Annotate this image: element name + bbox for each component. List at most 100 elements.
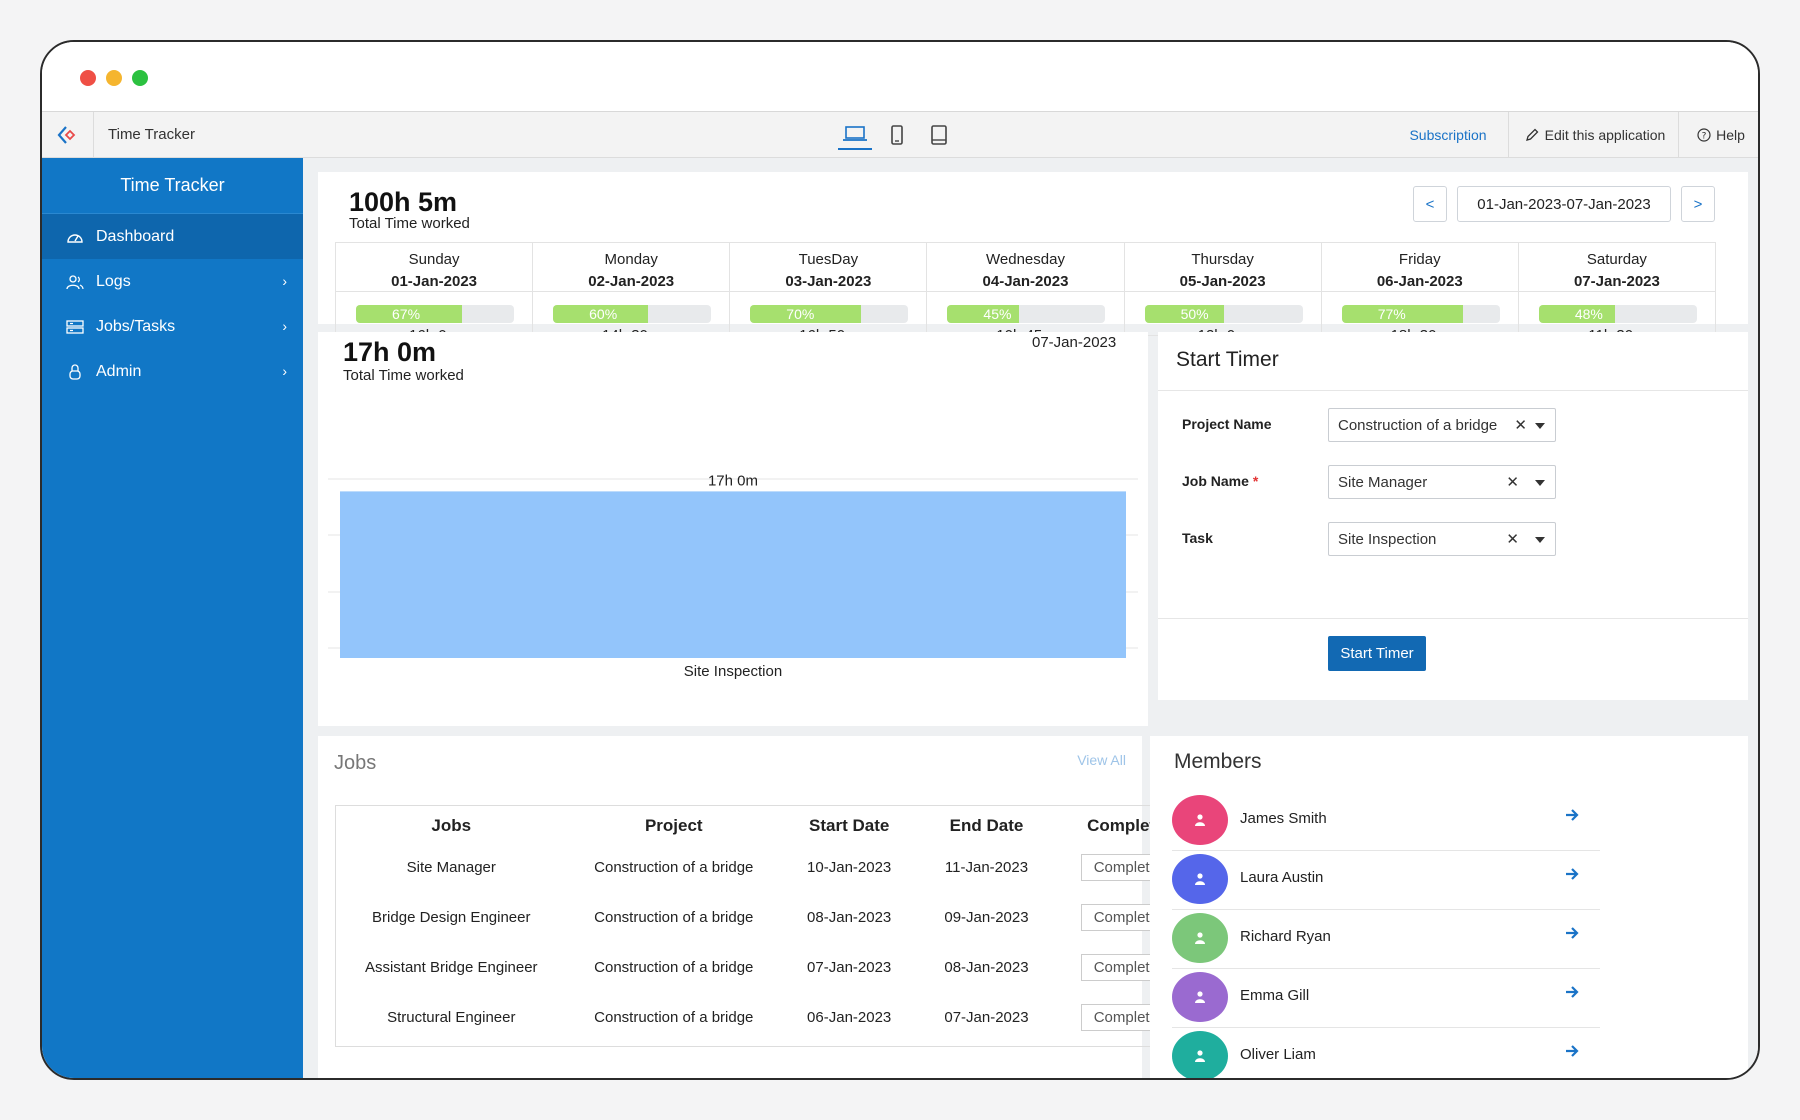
day-column: Thursday 05-Jan-2023 50% 12h 0m [1123,242,1321,336]
day-progress-fill: 60% [553,305,648,323]
column-header: Jobs [431,816,472,835]
day-name: Saturday [1586,251,1647,268]
start-timer-button[interactable]: Start Timer [1328,636,1426,671]
day-name: Friday [1398,251,1441,268]
jobs-icon [66,319,84,334]
arrow-right-icon[interactable] [1564,866,1580,882]
arrow-right-icon[interactable] [1564,1043,1580,1059]
main-content: 100h 5m Total Time worked < 01-Jan-2023-… [303,158,1758,1078]
start-date-cell: 08-Jan-2023 [807,908,892,926]
sidebar-item-admin[interactable]: Admin › [42,349,303,394]
mobile-view-button[interactable] [922,120,956,150]
member-name: Richard Ryan [1240,928,1331,945]
member-row[interactable]: Laura Austin [1172,851,1600,910]
lock-icon [69,363,81,380]
chevron-right-icon: › [282,273,287,289]
table-row: Site Manager Construction of a bridge 10… [336,842,1196,892]
window-titlebar [42,42,1758,112]
date-range-picker[interactable]: 01-Jan-2023-07-Jan-2023 [1457,186,1671,222]
task-select[interactable]: Site Inspection ✕ [1328,522,1556,556]
start-timer-title: Start Timer [1176,348,1279,371]
weekly-total-time: 100h 5m [349,187,458,217]
chart-bars: 17h 0m Site Inspection [340,472,1126,680]
edit-application-label: Edit this application [1544,127,1666,143]
day-progress-bar: 60% [553,305,712,323]
day-name: TuesDay [798,251,859,268]
previous-week-button[interactable]: < [1413,186,1447,222]
project-name-select[interactable]: Construction of a bridge ✕ [1328,408,1556,442]
member-row[interactable]: Oliver Liam [1172,1028,1600,1078]
view-all-link[interactable]: View All [1077,752,1126,768]
minimize-window-button[interactable] [106,70,122,86]
member-row[interactable]: Richard Ryan [1172,910,1600,969]
column-header: Complete [1087,816,1165,835]
close-window-button[interactable] [80,70,96,86]
start-date-cell: 06-Jan-2023 [807,1008,892,1026]
chart-bar[interactable] [340,491,1126,658]
edit-application-button[interactable]: Edit this application [1518,112,1672,158]
chevron-down-icon[interactable] [1535,480,1545,486]
dashboard-icon [67,233,83,243]
clear-icon[interactable]: ✕ [1506,531,1519,548]
day-hours: 18h 30m [1322,327,1518,335]
day-progress-fill: 67% [356,305,462,323]
week-days-row: Sunday 01-Jan-2023 67% 16h 0m Monday 02-… [335,242,1716,336]
laptop-icon [843,126,867,141]
topbar-divider [1508,112,1509,158]
day-column: Wednesday 04-Jan-2023 45% 10h 45m [926,242,1124,336]
topbar-divider [1678,112,1679,158]
job-name-label-text: Job Name [1182,473,1249,489]
day-date: 05-Jan-2023 [1179,273,1266,290]
maximize-window-button[interactable] [132,70,148,86]
card-footer [1158,700,1748,726]
svg-text:?: ? [1702,132,1707,142]
next-week-button[interactable]: > [1681,186,1715,222]
app-topbar: Time Tracker Subscription Edit this appl… [42,112,1758,158]
chevron-right-icon: › [282,318,287,334]
chart-category-label: Site Inspection [684,663,782,680]
divider [1158,390,1748,391]
help-button[interactable]: ? Help [1692,112,1750,158]
sidebar-item-dashboard[interactable]: Dashboard [42,214,303,259]
jobs-table-wrapper: Jobs Project Start Date End Date Complet… [335,805,1197,1047]
daily-chart-card: 17h 0m Total Time worked 07-Jan-2023 17h… [318,332,1148,726]
app-logo[interactable] [42,112,94,158]
task-label: Task [1182,530,1213,546]
desktop-view-button[interactable] [838,120,872,150]
clear-icon[interactable]: ✕ [1506,474,1519,491]
member-row[interactable]: James Smith [1172,792,1600,851]
date-range-value: 01-Jan-2023-07-Jan-2023 [1477,195,1651,213]
project-name-value: Construction of a bridge [1338,416,1498,434]
user-icon [1195,991,1205,1003]
weekly-total-label: Total Time worked [349,215,470,232]
chevron-down-icon[interactable] [1535,423,1545,429]
day-date: 02-Jan-2023 [588,273,675,290]
sidebar-item-jobs-tasks[interactable]: Jobs/Tasks › [42,304,303,349]
day-progress-fill: 45% [947,305,1019,323]
project-cell: Construction of a bridge [594,958,754,976]
subscription-link[interactable]: Subscription [1402,112,1494,158]
member-name: Oliver Liam [1240,1046,1316,1063]
member-row[interactable]: Emma Gill [1172,969,1600,1028]
clear-icon[interactable]: ✕ [1514,417,1527,434]
daily-bar-chart: 17h 0m Site Inspection [328,472,1138,680]
sidebar-item-logs[interactable]: Logs › [42,259,303,304]
arrow-right-icon[interactable] [1564,925,1580,941]
day-progress-bar: 67% [356,305,514,323]
chevron-down-icon[interactable] [1535,537,1545,543]
phone-icon [931,125,947,145]
tablet-view-button[interactable] [880,120,914,150]
help-icon: ? [1697,128,1711,142]
members-card: Members James Smith Laura Austin Richard… [1150,736,1748,1078]
day-progress-fill: 50% [1144,305,1224,323]
users-icon [66,274,84,289]
job-name-select[interactable]: Site Manager ✕ [1328,465,1556,499]
daily-total-label: Total Time worked [343,367,464,384]
start-timer-card: Start Timer Project Name Construction of… [1158,332,1748,726]
day-date: 01-Jan-2023 [391,273,478,290]
arrow-right-icon[interactable] [1564,984,1580,1000]
daily-date: 07-Jan-2023 [1032,334,1117,351]
user-icon [1195,1050,1205,1062]
day-date: 06-Jan-2023 [1376,273,1463,290]
arrow-right-icon[interactable] [1564,807,1580,823]
